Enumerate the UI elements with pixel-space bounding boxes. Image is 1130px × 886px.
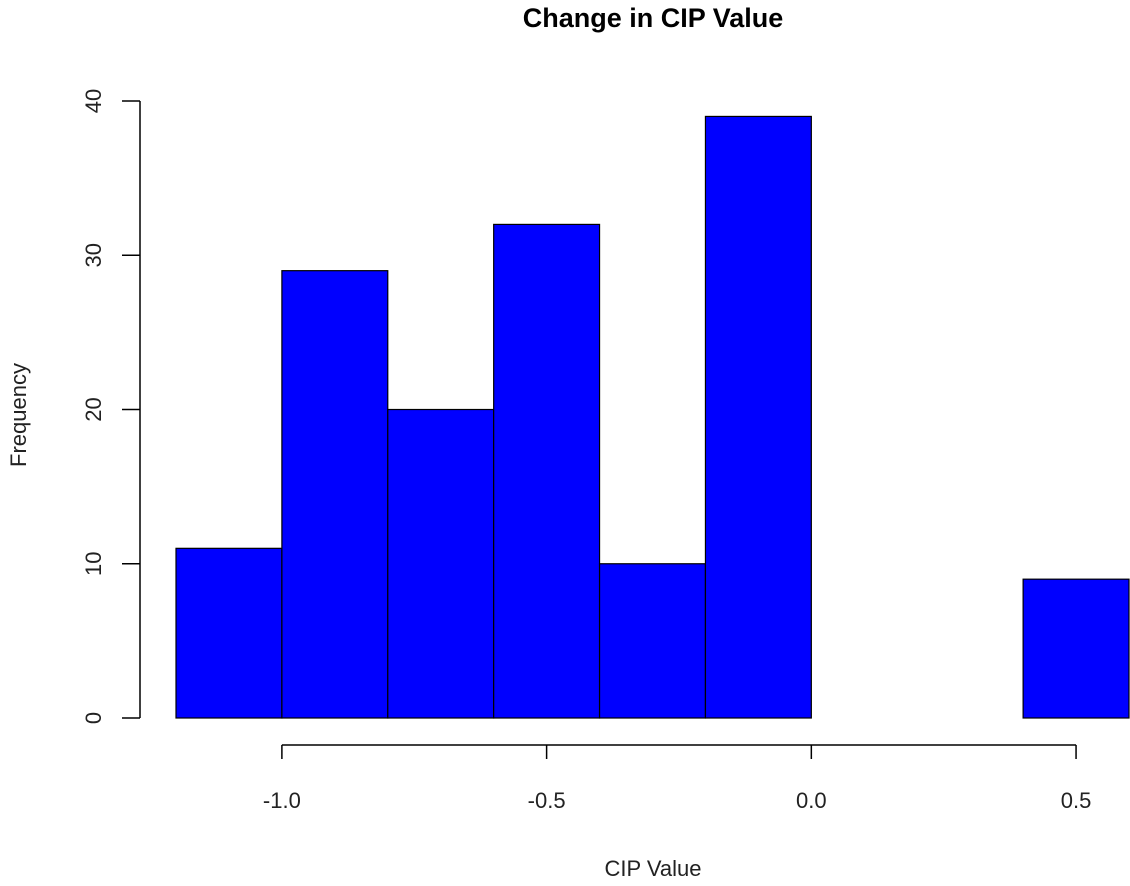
- bar: [493, 223, 601, 719]
- x-tick-label: -0.5: [528, 788, 566, 813]
- bar: [387, 408, 495, 719]
- bar: [281, 270, 389, 719]
- y-tick-label: 30: [81, 243, 106, 267]
- x-tick-label: 0.5: [1061, 788, 1092, 813]
- bar: [175, 547, 283, 719]
- bar: [1022, 578, 1130, 719]
- x-tick-label: -1.0: [263, 788, 301, 813]
- bar: [704, 115, 812, 719]
- y-tick-label: 20: [81, 397, 106, 421]
- y-tick-label: 40: [81, 89, 106, 113]
- y-axis-title: Frequency: [6, 363, 31, 467]
- bar: [598, 563, 707, 719]
- y-tick-label: 0: [81, 712, 106, 724]
- x-tick-label: 0.0: [796, 788, 827, 813]
- y-tick-label: 10: [81, 552, 106, 576]
- chart-title: Change in CIP Value: [523, 3, 784, 33]
- x-axis-title: CIP Value: [604, 856, 701, 881]
